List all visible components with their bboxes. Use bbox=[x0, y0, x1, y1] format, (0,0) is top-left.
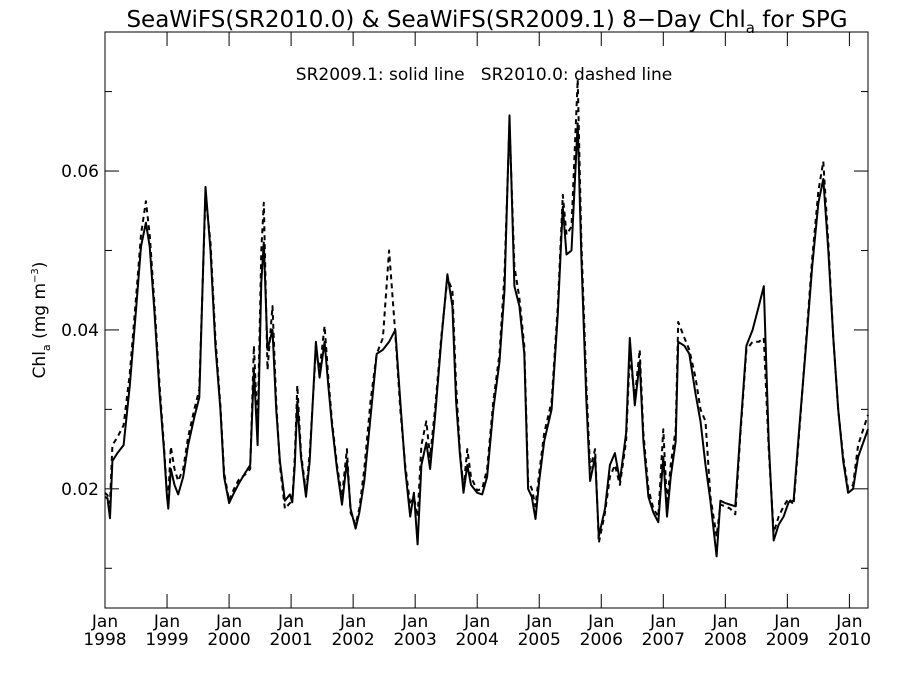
x-tick-label-month: Jan bbox=[463, 612, 490, 632]
x-tick-label-year: 1998 bbox=[83, 630, 126, 650]
y-axis-label-main: Chl bbox=[30, 351, 50, 378]
y-axis-label-units-sup: −3 bbox=[30, 268, 41, 283]
x-tick-label-year: 1999 bbox=[145, 630, 188, 650]
x-tick-label-month: Jan bbox=[525, 612, 552, 632]
x-tick-label-month: Jan bbox=[91, 612, 118, 632]
x-tick-label-year: 2010 bbox=[828, 630, 871, 650]
x-tick-label-month: Jan bbox=[277, 612, 304, 632]
x-tick-label-year: 2004 bbox=[456, 630, 499, 650]
x-tick-label-year: 2009 bbox=[766, 630, 809, 650]
x-tick-label-year: 2000 bbox=[207, 630, 250, 650]
x-tick-label-year: 2001 bbox=[269, 630, 312, 650]
chart-title-suffix: for SPG bbox=[755, 7, 848, 33]
series-line-sr2010-0 bbox=[104, 78, 869, 544]
x-tick-label-month: Jan bbox=[339, 612, 366, 632]
y-tick-label: 0.06 bbox=[61, 162, 99, 182]
x-tick-label-month: Jan bbox=[649, 612, 676, 632]
plot-frame bbox=[104, 31, 869, 609]
x-tick-label-year: 2008 bbox=[704, 630, 747, 650]
series-lines bbox=[104, 78, 869, 558]
x-tick-label-year: 2002 bbox=[331, 630, 374, 650]
series-legend-annotation: SR2009.1: solid line SR2010.0: dashed li… bbox=[296, 65, 672, 85]
x-tick-label-month: Jan bbox=[153, 612, 180, 632]
chart-title-group: SeaWiFS(SR2010.0) & SeaWiFS(SR2009.1) 8−… bbox=[126, 7, 847, 37]
y-axis-label: Chla (mg m−3) bbox=[30, 262, 53, 379]
y-tick-label: 0.02 bbox=[61, 480, 99, 500]
chart-title: SeaWiFS(SR2010.0) & SeaWiFS(SR2009.1) 8−… bbox=[126, 7, 847, 37]
chart-title-main: SeaWiFS(SR2010.0) & SeaWiFS(SR2009.1) 8−… bbox=[126, 7, 745, 33]
y-axis-label-units-close: ) bbox=[30, 262, 50, 269]
x-tick-label-year: 2006 bbox=[580, 630, 623, 650]
y-axis-label-sub: a bbox=[40, 344, 53, 351]
axis-tick-labels: 0.020.040.06Jan1998Jan1999Jan2000Jan2001… bbox=[61, 162, 871, 650]
chart-title-sub: a bbox=[746, 19, 755, 37]
series-line-sr2009-1 bbox=[104, 114, 869, 558]
x-tick-label-year: 2007 bbox=[642, 630, 685, 650]
x-tick-label-month: Jan bbox=[401, 612, 428, 632]
x-tick-label-year: 2005 bbox=[518, 630, 561, 650]
y-axis-label-units: (mg m bbox=[30, 283, 50, 344]
x-tick-label-month: Jan bbox=[587, 612, 614, 632]
x-tick-label-month: Jan bbox=[773, 612, 800, 632]
x-tick-label-month: Jan bbox=[215, 612, 242, 632]
x-tick-label-month: Jan bbox=[711, 612, 738, 632]
axis-ticks bbox=[104, 32, 868, 608]
x-tick-label-month: Jan bbox=[835, 612, 862, 632]
y-tick-label: 0.04 bbox=[61, 321, 99, 341]
x-tick-label-year: 2003 bbox=[394, 630, 437, 650]
